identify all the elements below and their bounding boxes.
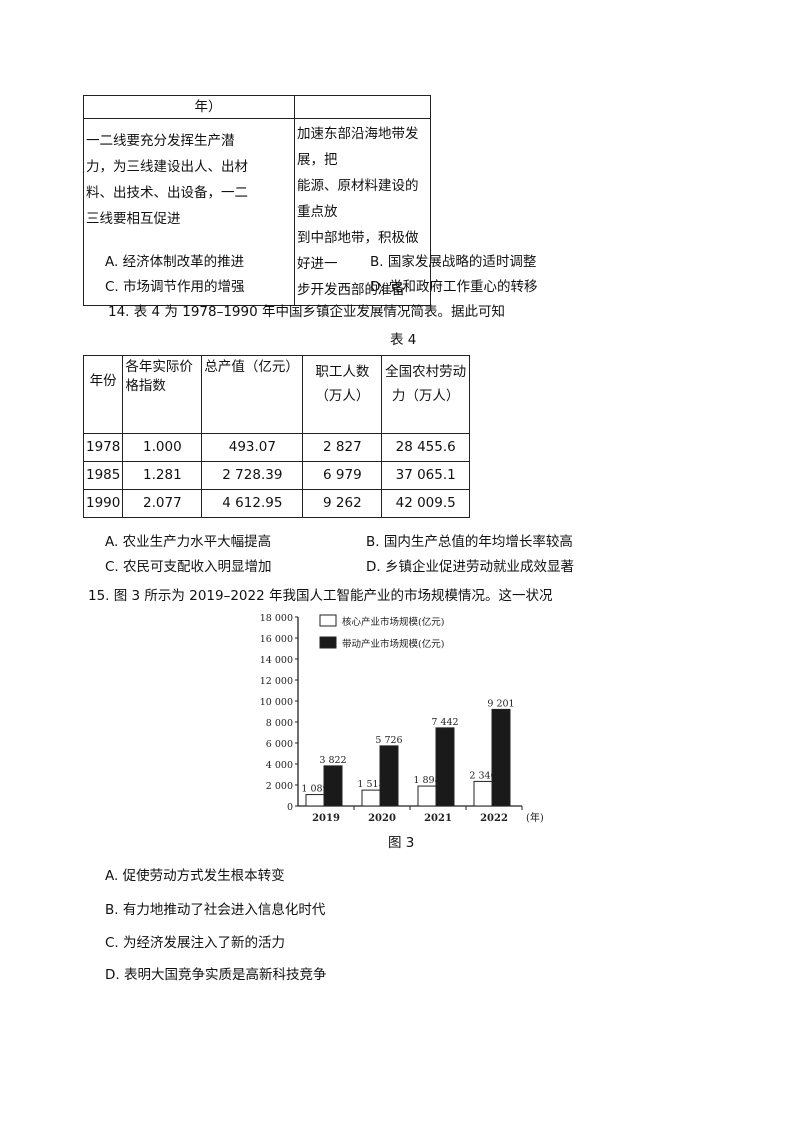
x-tick-label: 2020 xyxy=(368,813,396,824)
y-tick-label: 0 xyxy=(287,802,293,813)
q13-option-a[interactable]: A. 经济体制改革的推进 xyxy=(105,254,245,270)
figure-caption: 图 3 xyxy=(388,835,415,851)
q14-table: 年份 各年实际价格指数 总产值（亿元） 职工人数（万人） 全国农村劳动力（万人）… xyxy=(82,355,470,518)
q15-option-b[interactable]: B. 有力地推动了社会进入信息化时代 xyxy=(105,902,326,918)
x-axis-label: (年) xyxy=(526,811,544,824)
x-tick-label: 2022 xyxy=(480,813,508,824)
data-label: 2 340 xyxy=(469,770,496,781)
bar-driven-2020 xyxy=(379,745,399,807)
q14-option-d[interactable]: D. 乡镇企业促进劳动就业成效显著 xyxy=(366,559,574,575)
cell: 1985 xyxy=(82,461,124,490)
data-label: 1 089 xyxy=(301,784,328,795)
q15-option-c[interactable]: C. 为经济发展注入了新的活力 xyxy=(105,935,286,951)
y-tick-label: 12 000 xyxy=(260,676,293,687)
data-label: 9 201 xyxy=(487,698,514,709)
q15-stem: 15. 图 3 所示为 2019–2022 年我国人工智能产业的市场规模情况。这… xyxy=(88,588,553,604)
bar-driven-2021 xyxy=(435,727,455,807)
cell: 1990 xyxy=(82,489,124,518)
cell: 493.07 xyxy=(201,433,304,462)
legend-swatch xyxy=(319,636,337,649)
cell: 37 065.1 xyxy=(381,461,470,490)
q15-option-a[interactable]: A. 促使劳动方式发生根本转变 xyxy=(105,868,285,884)
cell: 28 455.6 xyxy=(381,433,470,462)
y-tick-label: 2 000 xyxy=(266,781,293,792)
table-row: 1978 1.000 493.07 2 827 28 455.6 xyxy=(82,433,470,462)
legend-swatch xyxy=(319,614,337,627)
y-tick-label: 6 000 xyxy=(266,739,293,750)
bar-core-2020 xyxy=(361,789,381,807)
q14-stem: 14. 表 4 为 1978–1990 年中国乡镇企业发展情况简表。据此可知 xyxy=(108,304,505,320)
q13-table: 年） 一二线要充分发挥生产潜 力，为三线建设出人、出材 料、出技术、出设备，一二 三线… xyxy=(83,95,431,306)
bar-core-2019 xyxy=(305,794,325,807)
q14-option-a[interactable]: A. 农业生产力水平大幅提高 xyxy=(105,534,272,550)
header-output: 总产值（亿元） xyxy=(201,355,304,434)
bar-core-2022 xyxy=(473,780,493,807)
data-label: 1 898 xyxy=(413,775,440,786)
bar-driven-2022 xyxy=(491,708,511,807)
x-tick-label: 2019 xyxy=(312,813,340,824)
data-label: 5 726 xyxy=(375,735,402,746)
y-tick-label: 4 000 xyxy=(266,760,293,771)
y-tick-label: 16 000 xyxy=(260,634,293,645)
y-tick-label: 8 000 xyxy=(266,718,293,729)
x-tick-label: 2021 xyxy=(424,813,452,824)
table-row: 1985 1.281 2 728.39 6 979 37 065.1 xyxy=(82,461,470,490)
q13-option-c[interactable]: C. 市场调节作用的增强 xyxy=(105,279,245,295)
header-employees: 职工人数（万人） xyxy=(302,355,383,434)
cell: 1.281 xyxy=(122,461,203,490)
y-tick-label: 18 000 xyxy=(260,613,293,624)
table-row: 1990 2.077 4 612.95 9 262 42 009.5 xyxy=(82,489,470,518)
q13-left-cell: 一二线要充分发挥生产潜 力，为三线建设出人、出材 料、出技术、出设备，一二 三线要相互… xyxy=(83,118,295,306)
q13-header-right xyxy=(294,95,431,119)
header-rural-labor: 全国农村劳动力（万人） xyxy=(381,355,470,434)
q14-option-c[interactable]: C. 农民可支配收入明显增加 xyxy=(105,559,272,575)
cell: 6 979 xyxy=(302,461,383,490)
data-label: 1 513 xyxy=(357,779,384,790)
legend-label: 核心产业市场规模(亿元) xyxy=(342,616,444,628)
cell: 2 728.39 xyxy=(201,461,304,490)
cell: 2 827 xyxy=(302,433,383,462)
q14-table-title: 表 4 xyxy=(390,332,417,348)
q13-option-b[interactable]: B. 国家发展战略的适时调整 xyxy=(370,254,537,270)
data-label: 7 442 xyxy=(431,717,458,728)
q15-option-d[interactable]: D. 表明大国竞争实质是高新科技竞争 xyxy=(105,967,327,983)
q13-option-d[interactable]: D. 党和政府工作重心的转移 xyxy=(370,279,538,295)
cell: 1978 xyxy=(82,433,124,462)
bar-core-2021 xyxy=(417,785,437,807)
q14-option-b[interactable]: B. 国内生产总值的年均增长率较高 xyxy=(366,534,573,550)
header-year: 年份 xyxy=(82,355,124,434)
legend-label: 带动产业市场规模(亿元) xyxy=(342,638,444,650)
bar-driven-2019 xyxy=(323,765,343,807)
cell: 42 009.5 xyxy=(381,489,470,518)
market-size-chart: 0 2 000 4 000 6 000 8 000 10 000 12 000 14 000 1… xyxy=(260,613,544,824)
y-tick-label: 14 000 xyxy=(260,655,293,666)
q13-header-left: 年） xyxy=(83,95,295,119)
cell: 4 612.95 xyxy=(201,489,304,518)
cell: 1.000 xyxy=(122,433,203,462)
data-label: 3 822 xyxy=(319,755,346,766)
y-tick-label: 10 000 xyxy=(260,697,293,708)
cell: 2.077 xyxy=(122,489,203,518)
cell: 9 262 xyxy=(302,489,383,518)
q13-right-cell: 加速东部沿海地带发展，把 能源、原材料建设的重点放 到中部地带，积极做好进一 步开发西… xyxy=(294,118,431,306)
header-price-index: 各年实际价格指数 xyxy=(122,355,203,434)
